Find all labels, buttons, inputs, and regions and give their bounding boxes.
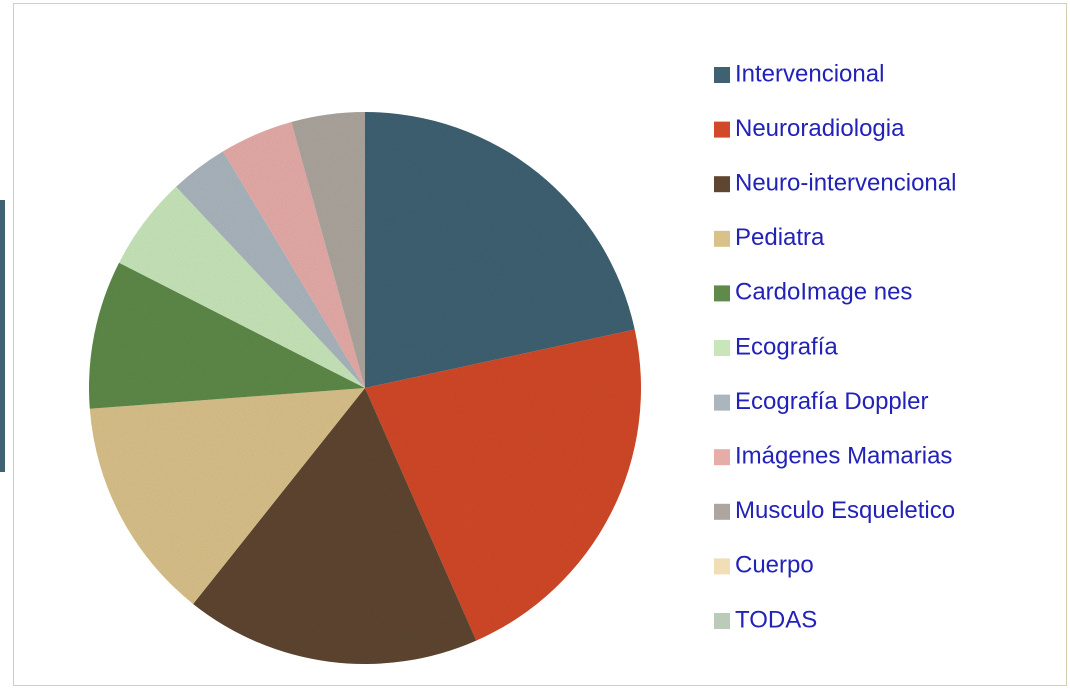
pie-slice xyxy=(365,112,635,388)
legend-label: Neuro-intervencional xyxy=(735,170,956,197)
legend-label: Cuerpo xyxy=(735,552,814,579)
legend-label: Ecografía xyxy=(735,333,838,360)
legend-swatch xyxy=(714,121,730,138)
legend-label: CardoImage nes xyxy=(735,279,912,306)
legend-label: Ecografía Doppler xyxy=(735,388,928,415)
side-bar xyxy=(0,200,5,472)
legend-label: Intervencional xyxy=(735,60,884,87)
pie-slice xyxy=(89,388,365,604)
legend-swatch xyxy=(714,230,730,247)
legend-swatch xyxy=(714,176,730,193)
pie xyxy=(88,112,641,665)
legend-swatch xyxy=(714,340,730,356)
legend-swatch xyxy=(714,503,730,520)
pie-slice xyxy=(193,388,477,665)
pie-slice xyxy=(365,329,641,641)
legend-swatch xyxy=(714,67,730,83)
legend-swatch xyxy=(714,285,730,302)
frame xyxy=(13,3,1067,686)
legend-label: Neuroradiologia xyxy=(735,115,905,142)
legend-label: Imágenes Mamarias xyxy=(735,443,952,470)
legend-label: Pediatra xyxy=(735,224,825,251)
legend-swatch xyxy=(714,558,730,575)
pie-slice xyxy=(291,112,365,388)
legend-label: TODAS xyxy=(735,606,817,633)
pie-slice xyxy=(176,151,365,388)
legend-swatch xyxy=(714,394,730,411)
pie-slice xyxy=(119,186,365,388)
legend-swatch xyxy=(714,613,730,629)
pie-slice xyxy=(223,122,365,388)
pie-slice xyxy=(88,262,365,409)
legend-label: Musculo Esqueletico xyxy=(735,497,955,524)
legend-swatch xyxy=(714,449,730,466)
